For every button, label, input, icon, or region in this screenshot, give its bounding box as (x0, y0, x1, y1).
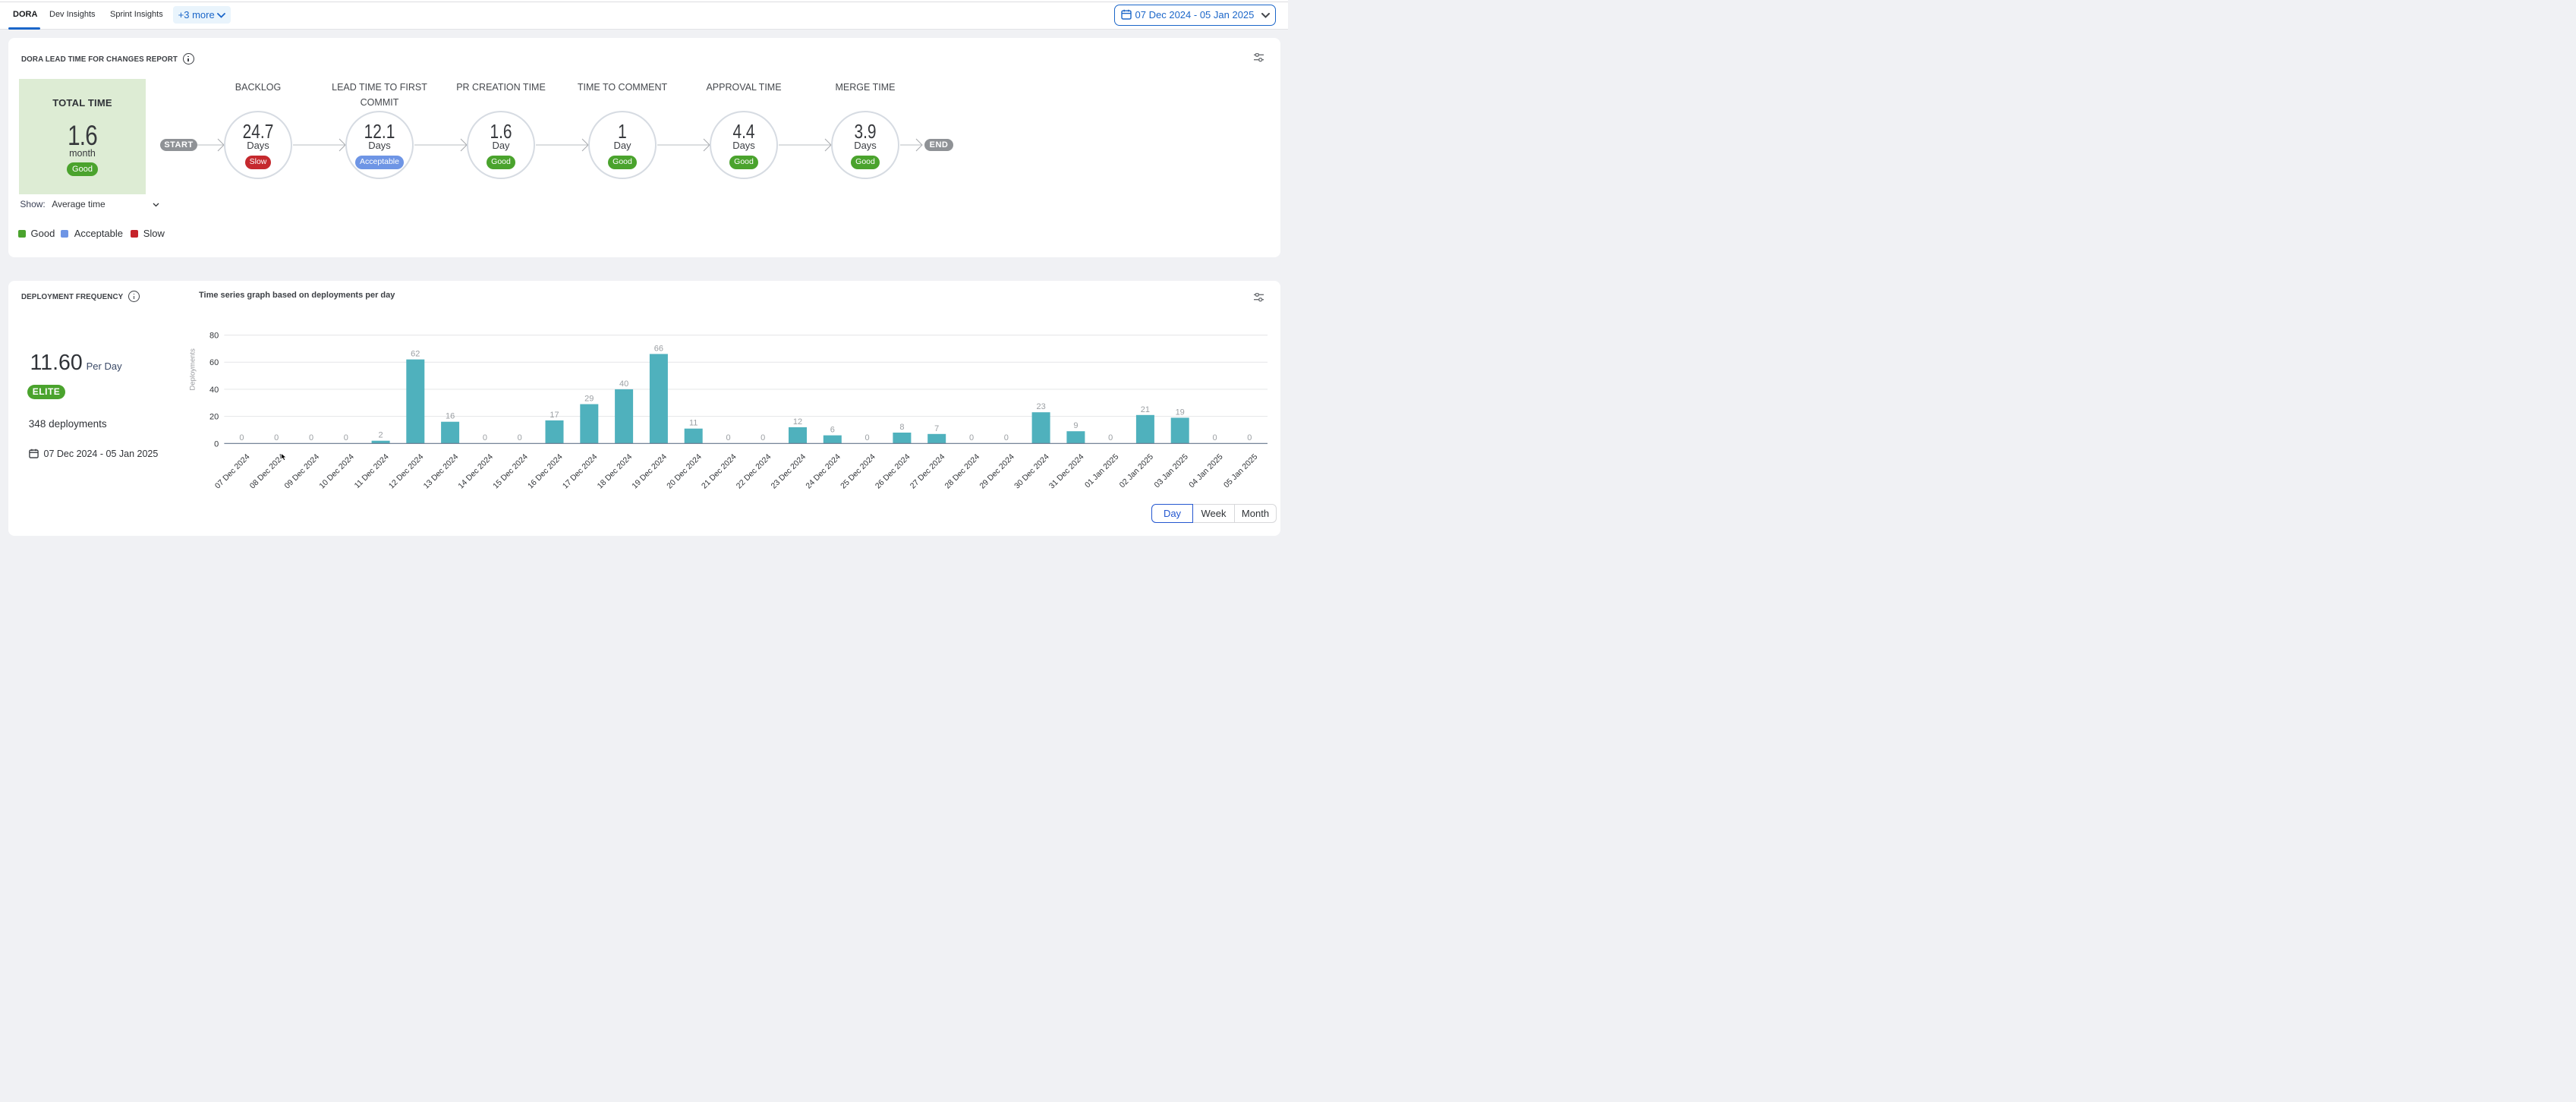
svg-text:0: 0 (1004, 433, 1009, 442)
svg-text:62: 62 (411, 350, 420, 359)
svg-text:17: 17 (550, 411, 559, 420)
svg-text:7: 7 (934, 424, 939, 433)
svg-text:19: 19 (1176, 408, 1185, 417)
svg-text:31 Dec 2024: 31 Dec 2024 (1047, 452, 1086, 491)
svg-text:19 Dec 2024: 19 Dec 2024 (630, 452, 669, 491)
svg-text:0: 0 (1108, 433, 1113, 442)
svg-text:25 Dec 2024: 25 Dec 2024 (839, 452, 877, 491)
svg-text:14 Dec 2024: 14 Dec 2024 (456, 452, 495, 491)
svg-text:03 Jan 2025: 03 Jan 2025 (1152, 452, 1189, 490)
svg-text:80: 80 (209, 332, 219, 341)
svg-text:15 Dec 2024: 15 Dec 2024 (491, 452, 530, 491)
svg-text:01 Jan 2025: 01 Jan 2025 (1083, 452, 1120, 490)
svg-text:9: 9 (1073, 421, 1078, 430)
svg-text:21 Dec 2024: 21 Dec 2024 (700, 452, 738, 491)
svg-text:22 Dec 2024: 22 Dec 2024 (735, 452, 773, 491)
svg-text:20 Dec 2024: 20 Dec 2024 (665, 452, 704, 491)
svg-text:29: 29 (584, 395, 594, 404)
svg-text:27 Dec 2024: 27 Dec 2024 (909, 452, 947, 491)
svg-text:0: 0 (761, 433, 765, 442)
svg-text:12 Dec 2024: 12 Dec 2024 (387, 452, 426, 491)
svg-text:0: 0 (239, 433, 244, 442)
svg-text:2: 2 (379, 431, 383, 440)
svg-text:16: 16 (446, 412, 455, 421)
svg-text:8: 8 (899, 423, 904, 432)
svg-text:0: 0 (483, 433, 487, 442)
svg-text:66: 66 (654, 344, 663, 353)
svg-text:30 Dec 2024: 30 Dec 2024 (1012, 452, 1051, 491)
svg-text:0: 0 (518, 433, 522, 442)
svg-text:0: 0 (309, 433, 313, 442)
svg-text:07 Dec 2024: 07 Dec 2024 (213, 452, 252, 491)
svg-text:21: 21 (1141, 405, 1150, 414)
svg-text:0: 0 (726, 433, 730, 442)
svg-text:23 Dec 2024: 23 Dec 2024 (770, 452, 808, 491)
svg-text:0: 0 (1247, 433, 1252, 442)
svg-text:18 Dec 2024: 18 Dec 2024 (596, 452, 635, 491)
svg-text:0: 0 (969, 433, 974, 442)
svg-text:0: 0 (344, 433, 348, 442)
svg-text:09 Dec 2024: 09 Dec 2024 (283, 452, 322, 491)
svg-text:16 Dec 2024: 16 Dec 2024 (526, 452, 565, 491)
svg-text:40: 40 (619, 379, 628, 389)
svg-text:13 Dec 2024: 13 Dec 2024 (422, 452, 461, 491)
svg-text:24 Dec 2024: 24 Dec 2024 (804, 452, 842, 491)
svg-text:60: 60 (209, 358, 219, 367)
svg-text:28 Dec 2024: 28 Dec 2024 (943, 452, 982, 491)
svg-text:29 Dec 2024: 29 Dec 2024 (978, 452, 1016, 491)
svg-text:17 Dec 2024: 17 Dec 2024 (561, 452, 600, 491)
svg-text:Deployments: Deployments (189, 348, 197, 391)
svg-text:40: 40 (209, 386, 219, 395)
svg-text:20: 20 (209, 413, 219, 422)
svg-text:04 Jan 2025: 04 Jan 2025 (1187, 452, 1224, 490)
svg-text:0: 0 (274, 433, 279, 442)
svg-text:0: 0 (1212, 433, 1217, 442)
svg-text:23: 23 (1036, 402, 1045, 411)
svg-text:10 Dec 2024: 10 Dec 2024 (317, 452, 356, 491)
svg-text:11 Dec 2024: 11 Dec 2024 (353, 452, 391, 490)
svg-text:11: 11 (689, 419, 698, 428)
svg-text:0: 0 (865, 433, 870, 442)
svg-text:26 Dec 2024: 26 Dec 2024 (874, 452, 912, 491)
svg-text:0: 0 (214, 439, 219, 449)
svg-text:12: 12 (793, 417, 802, 427)
svg-text:02 Jan 2025: 02 Jan 2025 (1118, 452, 1155, 490)
svg-text:6: 6 (830, 426, 835, 435)
svg-text:05 Jan 2025: 05 Jan 2025 (1222, 452, 1259, 490)
